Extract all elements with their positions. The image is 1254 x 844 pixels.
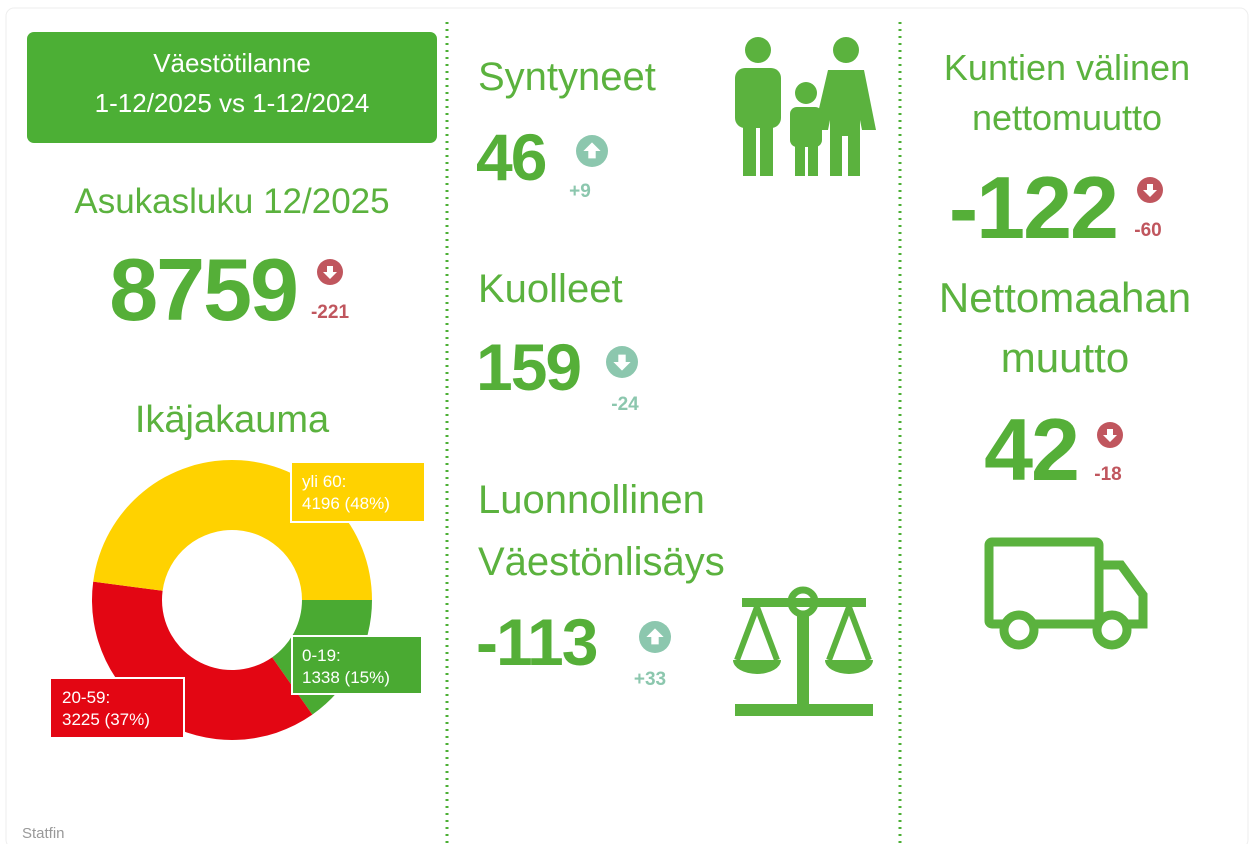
arrow-head	[1103, 429, 1117, 442]
slice-label: 20-59:	[62, 688, 110, 707]
metric-title: Väestönlisäys	[478, 540, 725, 584]
arrow-head	[1143, 184, 1157, 197]
header-box	[27, 32, 437, 143]
metric-title: muutto	[1001, 334, 1129, 381]
slice-value: 1338 (15%)	[302, 668, 390, 687]
metric-change: -60	[1134, 220, 1161, 241]
metric-title: Kuntien välinen	[944, 47, 1190, 88]
trend-arrow	[576, 135, 608, 167]
metric-value: 159	[476, 330, 580, 404]
metric-change: -18	[1094, 464, 1121, 485]
trend-arrow	[606, 346, 638, 378]
arrow-head	[613, 354, 631, 371]
metric-value: 8759	[109, 240, 297, 339]
family-icon	[735, 37, 876, 176]
arrow-head	[583, 142, 601, 159]
trend-arrow	[1097, 422, 1123, 448]
arrow-head	[646, 628, 664, 645]
metric-title: Asukasluku 12/2025	[74, 182, 389, 221]
slice-label: yli 60:	[302, 472, 346, 491]
footer: Statfin	[22, 825, 65, 842]
metric-change: -24	[611, 394, 639, 415]
label-box	[290, 461, 426, 523]
trend-arrow	[317, 259, 343, 285]
metric-title: Syntyneet	[478, 55, 656, 99]
scales-icon	[733, 586, 873, 716]
metric-value: -113	[476, 605, 597, 679]
metric-change: -221	[311, 302, 349, 323]
metric-title: Kuolleet	[478, 267, 623, 311]
metric-title: Nettomaahan	[939, 274, 1191, 321]
arrow-head	[323, 266, 337, 279]
metric-title: nettomuutto	[972, 97, 1162, 138]
chart-title: Ikäjakauma	[135, 399, 330, 441]
truck-icon	[984, 537, 1148, 650]
metric-value: -122	[949, 158, 1117, 257]
trend-arrow	[639, 621, 671, 653]
label-box	[291, 635, 423, 695]
metric-change: +33	[634, 669, 666, 690]
slice-label: 0-19:	[302, 646, 341, 665]
metric-title: Luonnollinen	[478, 478, 705, 522]
metric-value: 42	[984, 400, 1078, 499]
slice-value: 3225 (37%)	[62, 710, 150, 729]
metric-change: +9	[569, 181, 591, 202]
slice-value: 4196 (48%)	[302, 494, 390, 513]
donut-labels: 0-19: 1338 (15%) 20-59: 3225 (37%) yli 6…	[49, 461, 426, 739]
trend-arrow	[1137, 177, 1163, 203]
header-line: 1-12/2025 vs 1-12/2024	[95, 88, 370, 118]
label-box	[49, 677, 185, 739]
header-line: Väestötilanne	[153, 48, 311, 78]
metric-value: 46	[476, 120, 546, 194]
